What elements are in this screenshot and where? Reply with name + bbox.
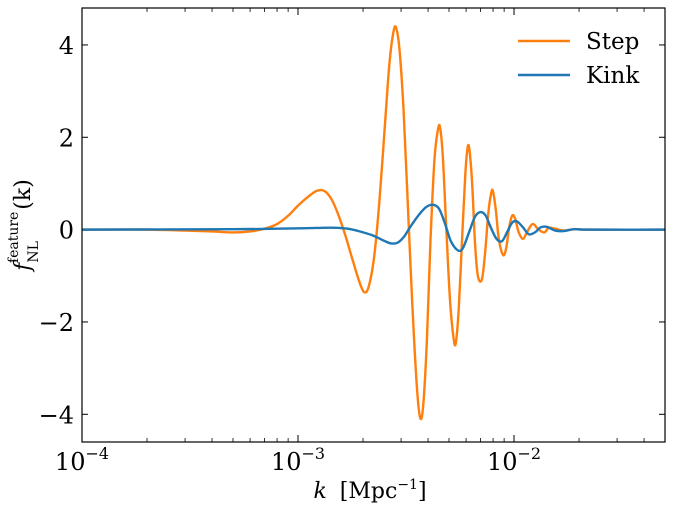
- x-tick-label: 10−2: [487, 444, 541, 476]
- tick-labels: −4 −2 0 2 4 10−4 10−3 10−2: [39, 32, 541, 476]
- y-tick-label: 0: [59, 217, 74, 245]
- legend-label-kink: Kink: [586, 63, 640, 89]
- y-tick-label: −4: [39, 401, 74, 429]
- series-layer: [82, 25, 665, 421]
- x-axis-label: k [Mpc−1]: [313, 477, 426, 504]
- legend-label-step: Step: [586, 29, 639, 55]
- series-line-kink: [82, 203, 665, 253]
- y-tick-label: 2: [59, 124, 74, 152]
- axis-ticks: [81, 8, 666, 442]
- y-axis-label: fNLfeature(k): [6, 179, 42, 273]
- plot-frame: [81, 7, 666, 443]
- legend: Step Kink: [518, 29, 640, 89]
- y-tick-label: 4: [59, 32, 74, 60]
- x-tick-label: 10−4: [55, 444, 109, 476]
- series-line-step: [82, 25, 665, 421]
- x-tick-label: 10−3: [271, 444, 325, 476]
- y-tick-label: −2: [39, 309, 74, 337]
